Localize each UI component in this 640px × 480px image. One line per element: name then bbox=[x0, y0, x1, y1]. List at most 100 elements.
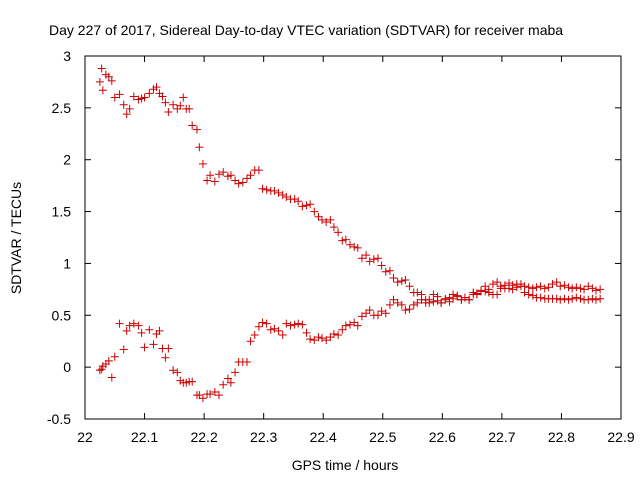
data-point-lower bbox=[588, 294, 597, 303]
data-point-upper bbox=[219, 168, 228, 177]
data-point-upper bbox=[169, 100, 178, 109]
data-point-upper bbox=[310, 207, 319, 216]
data-point-upper bbox=[145, 89, 154, 98]
data-point-lower bbox=[469, 290, 478, 299]
data-point-upper bbox=[544, 283, 553, 292]
data-point-lower bbox=[584, 295, 593, 304]
data-point-upper bbox=[536, 282, 545, 291]
y-tick-label: 1 bbox=[63, 255, 71, 271]
data-point-lower bbox=[357, 312, 366, 321]
data-point-upper bbox=[161, 98, 170, 107]
data-point-lower bbox=[338, 325, 347, 334]
data-point-lower bbox=[556, 295, 565, 304]
data-point-upper bbox=[584, 282, 593, 291]
data-point-lower bbox=[246, 337, 255, 346]
plot-frame bbox=[84, 55, 622, 420]
data-point-upper bbox=[564, 283, 573, 292]
data-point-lower bbox=[457, 295, 466, 304]
data-point-lower bbox=[437, 298, 446, 307]
data-point-lower bbox=[516, 282, 525, 291]
data-point-upper bbox=[591, 286, 600, 295]
data-point-upper bbox=[290, 195, 299, 204]
data-point-lower bbox=[572, 293, 581, 302]
data-point-upper bbox=[385, 266, 394, 275]
data-point-upper bbox=[119, 100, 128, 109]
data-point-upper bbox=[572, 283, 581, 292]
data-point-upper bbox=[302, 201, 311, 210]
y-tick-label: 2.5 bbox=[52, 100, 72, 116]
data-point-upper bbox=[362, 251, 371, 260]
data-point-lower bbox=[346, 320, 355, 329]
data-point-upper bbox=[282, 193, 291, 202]
data-point-lower bbox=[564, 295, 573, 304]
x-tick-label: 22 bbox=[77, 429, 93, 445]
data-point-upper bbox=[140, 93, 149, 102]
x-tick-label: 22.6 bbox=[429, 429, 456, 445]
data-points bbox=[95, 64, 605, 403]
data-point-lower bbox=[334, 330, 343, 339]
data-point-upper bbox=[377, 261, 386, 270]
data-point-lower bbox=[231, 368, 240, 377]
data-point-lower bbox=[322, 336, 331, 345]
data-point-lower bbox=[409, 300, 418, 309]
data-point-upper bbox=[215, 170, 223, 179]
data-point-upper bbox=[179, 93, 188, 102]
data-point-lower bbox=[173, 368, 182, 377]
data-point-lower bbox=[568, 294, 577, 303]
data-point-upper bbox=[560, 281, 569, 290]
data-point-upper bbox=[192, 125, 201, 134]
data-point-lower bbox=[505, 284, 514, 293]
data-point-upper bbox=[369, 255, 378, 264]
data-point-upper bbox=[493, 290, 502, 299]
data-point-upper bbox=[188, 121, 197, 130]
data-point-lower bbox=[145, 325, 154, 334]
data-point-lower bbox=[250, 330, 259, 339]
data-point-lower bbox=[425, 295, 434, 304]
y-axis-label: SDTVAR / TECUs bbox=[8, 182, 24, 294]
data-point-upper bbox=[262, 185, 271, 194]
data-point-lower bbox=[493, 278, 502, 287]
data-point-lower bbox=[496, 282, 505, 291]
data-point-upper bbox=[338, 236, 347, 245]
data-point-upper bbox=[353, 243, 362, 252]
data-point-lower bbox=[206, 390, 215, 399]
data-point-lower bbox=[512, 283, 521, 292]
data-point-lower bbox=[329, 329, 338, 338]
data-point-lower bbox=[508, 285, 517, 294]
data-point-upper bbox=[185, 104, 194, 113]
data-point-lower bbox=[298, 320, 307, 329]
data-point-lower bbox=[294, 319, 303, 328]
data-point-lower bbox=[274, 326, 283, 335]
data-point-lower bbox=[155, 326, 164, 335]
data-point-upper bbox=[298, 202, 307, 211]
data-point-lower bbox=[122, 326, 131, 335]
data-point-lower bbox=[484, 285, 493, 294]
data-point-lower bbox=[560, 294, 569, 303]
data-point-lower bbox=[310, 336, 319, 345]
data-point-upper bbox=[405, 282, 414, 291]
data-point-upper bbox=[350, 242, 359, 251]
data-point-lower bbox=[306, 335, 315, 344]
data-point-upper bbox=[258, 184, 267, 193]
data-point-lower bbox=[262, 319, 271, 328]
data-point-upper bbox=[413, 288, 422, 297]
data-point-upper bbox=[346, 240, 355, 249]
x-tick-label: 22.4 bbox=[310, 429, 337, 445]
data-point-upper bbox=[206, 171, 215, 180]
data-point-lower bbox=[210, 388, 219, 397]
data-point-lower bbox=[125, 321, 134, 330]
data-point-lower bbox=[374, 311, 383, 320]
data-point-lower bbox=[477, 287, 486, 296]
data-point-upper bbox=[322, 217, 331, 226]
data-point-upper bbox=[110, 93, 119, 102]
data-point-upper bbox=[334, 228, 343, 237]
data-point-upper bbox=[329, 223, 338, 232]
data-point-lower bbox=[254, 322, 263, 331]
data-point-upper bbox=[125, 104, 134, 113]
data-point-lower bbox=[219, 380, 228, 389]
data-point-lower bbox=[413, 298, 422, 307]
data-point-upper bbox=[210, 177, 219, 186]
data-point-upper bbox=[306, 200, 315, 209]
data-point-lower bbox=[393, 298, 402, 307]
